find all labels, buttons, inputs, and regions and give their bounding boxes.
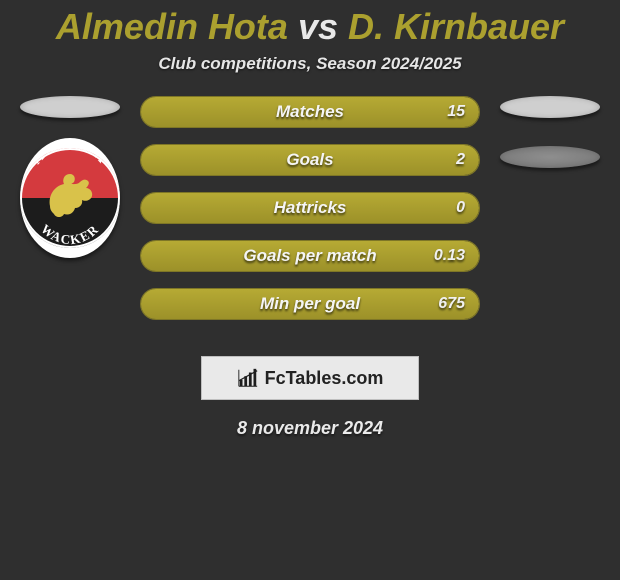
comparison-card: Almedin Hota vs D. Kirnbauer Club compet… [0,0,620,580]
player1-pedestal [20,96,120,118]
crest-svg: ADMIRA WACKER [20,138,120,258]
bar-chart-icon [237,367,259,389]
brand-text: FcTables.com [265,368,384,389]
date-label: 8 november 2024 [0,418,620,439]
brand-box[interactable]: FcTables.com [201,356,419,400]
player2-pedestal-2 [500,146,600,168]
page-title: Almedin Hota vs D. Kirnbauer [0,0,620,48]
bar-fill-right [141,289,479,319]
bar-fill-right [141,241,479,271]
stat-bar: Goals2 [140,144,480,176]
player2-pedestal-1 [500,96,600,118]
stats-stage: ADMIRA WACKER [0,102,620,342]
crest-disc: ADMIRA WACKER [20,138,120,258]
title-player1: Almedin Hota [56,6,288,47]
title-player2: D. Kirnbauer [348,6,564,47]
subtitle: Club competitions, Season 2024/2025 [0,54,620,74]
stat-bars: Matches15 Goals2 Hattricks0 Goals per match… [140,96,480,336]
title-vs: vs [298,6,338,47]
bar-fill-right [141,193,479,223]
player1-column: ADMIRA WACKER [10,96,130,258]
bar-fill-right [141,97,479,127]
stat-bar: Hattricks0 [140,192,480,224]
player1-club-crest: ADMIRA WACKER [20,138,120,258]
stat-bar: Min per goal675 [140,288,480,320]
player2-column [490,96,610,168]
stat-bar: Goals per match0.13 [140,240,480,272]
stat-bar: Matches15 [140,96,480,128]
bar-fill-right [141,145,479,175]
